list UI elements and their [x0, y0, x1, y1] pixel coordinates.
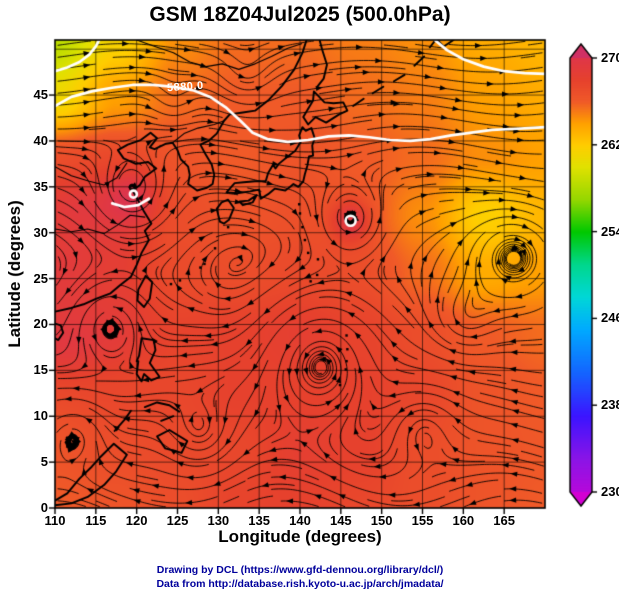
y-tick-label-40: 40 — [33, 132, 48, 148]
colorbar-tick-label-270: 270 — [601, 50, 619, 65]
y-tick-label-30: 30 — [33, 224, 48, 240]
y-tick-label-0: 0 — [40, 500, 48, 515]
x-tick-label-125: 125 — [166, 513, 189, 528]
x-tick-label-145: 145 — [329, 513, 352, 528]
x-tick-label-120: 120 — [125, 513, 148, 528]
x-tick-label-160: 160 — [452, 513, 475, 528]
colorbar-tick-label-246: 246 — [601, 310, 619, 326]
x-tick-label-140: 140 — [289, 513, 311, 528]
credits-line-2: Data from http://database.rish.kyoto-u.a… — [156, 578, 444, 590]
temperature-wind-map-canvas — [0, 0, 619, 560]
colorbar-tick-label-262: 262 — [601, 136, 619, 152]
credits: Drawing by DCL (https://www.gfd-dennou.o… — [30, 563, 570, 591]
y-tick-label-5: 5 — [40, 454, 48, 470]
y-tick-label-15: 15 — [33, 362, 48, 378]
colorbar-tick-label-238: 238 — [601, 397, 619, 413]
colorbar-tick-label-254: 254 — [601, 223, 619, 239]
x-tick-label-110: 110 — [44, 513, 66, 528]
y-tick-label-35: 35 — [33, 178, 48, 194]
credits-line-1: Drawing by DCL (https://www.gfd-dennou.o… — [156, 564, 444, 576]
x-tick-label-115: 115 — [85, 513, 107, 528]
x-axis-title: Longitude (degrees) — [218, 527, 382, 546]
y-tick-label-10: 10 — [33, 408, 48, 424]
x-tick-label-150: 150 — [370, 513, 393, 528]
x-tick-label-130: 130 — [207, 513, 230, 528]
y-tick-label-20: 20 — [33, 316, 48, 332]
x-tick-label-155: 155 — [411, 513, 434, 528]
x-tick-label-135: 135 — [248, 513, 270, 528]
colorbar-tick-label-230: 230 — [601, 484, 619, 499]
y-tick-label-45: 45 — [33, 87, 48, 103]
geopotential-contour-label: 5880.0 — [166, 79, 204, 94]
y-tick-label-25: 25 — [33, 270, 48, 286]
x-tick-label-165: 165 — [493, 513, 515, 528]
